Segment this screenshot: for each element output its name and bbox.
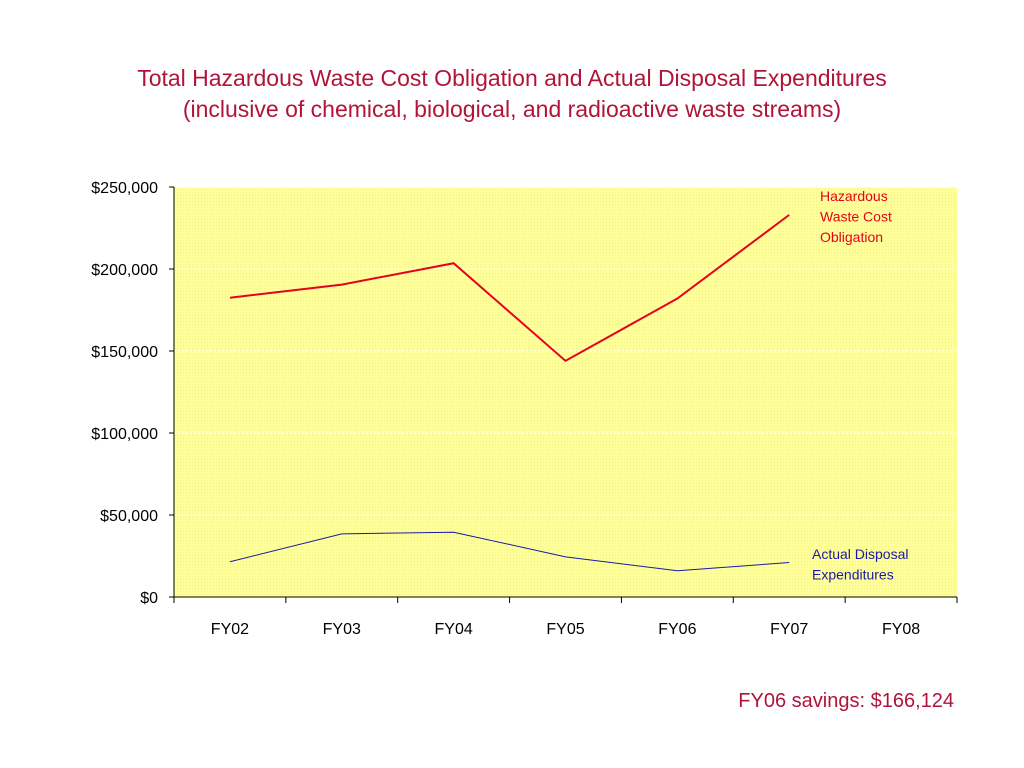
x-tick-label: FY08 bbox=[882, 621, 920, 638]
expenditure-series-line bbox=[229, 531, 790, 572]
obligation-series-label: Hazardous bbox=[820, 188, 888, 204]
obligation-series-line bbox=[229, 214, 790, 363]
obligation-series-label: Waste Cost bbox=[820, 209, 892, 225]
y-tick-label: $250,000 bbox=[91, 180, 158, 197]
x-tick-label: FY04 bbox=[435, 621, 473, 638]
obligation-series-label: Obligation bbox=[820, 229, 883, 245]
expenditure-series-label: Actual Disposal bbox=[812, 546, 909, 562]
chart-title: Total Hazardous Waste Cost Obligation an… bbox=[137, 65, 887, 91]
plot-area bbox=[174, 187, 957, 597]
x-tick-label: FY03 bbox=[323, 621, 361, 638]
savings-note: FY06 savings: $166,124 bbox=[738, 690, 954, 712]
y-tick-label: $100,000 bbox=[91, 426, 158, 443]
x-tick-label: FY06 bbox=[658, 621, 696, 638]
y-tick-label: $200,000 bbox=[91, 262, 158, 279]
x-tick-label: FY02 bbox=[211, 621, 249, 638]
x-tick-label: FY05 bbox=[546, 621, 584, 638]
x-tick-label: FY07 bbox=[770, 621, 808, 638]
y-tick-label: $0 bbox=[140, 590, 158, 607]
y-tick-label: $150,000 bbox=[91, 344, 158, 361]
chart-subtitle: (inclusive of chemical, biological, and … bbox=[182, 96, 842, 122]
expenditure-series-label: Expenditures bbox=[812, 567, 894, 583]
y-tick-label: $50,000 bbox=[100, 508, 158, 525]
